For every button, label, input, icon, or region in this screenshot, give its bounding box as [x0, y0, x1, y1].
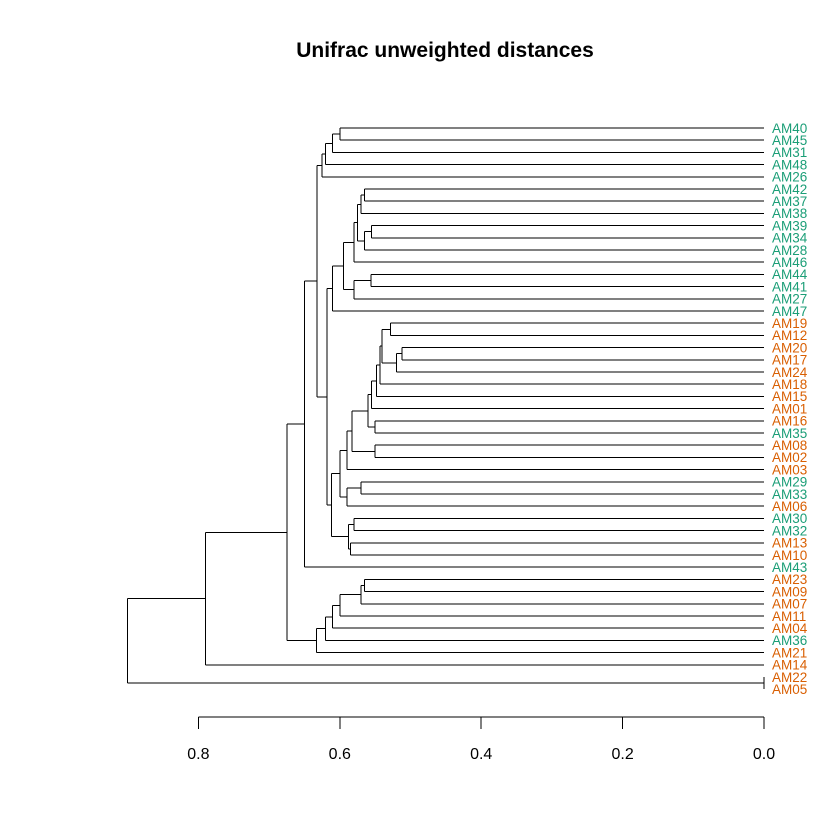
leaf-label: AM30 — [772, 511, 807, 526]
leaf-labels: AM40AM45AM31AM48AM26AM42AM37AM38AM39AM34… — [772, 121, 808, 697]
leaf-label: AM21 — [772, 645, 807, 660]
leaf-label: AM32 — [772, 523, 807, 538]
leaf-label: AM20 — [772, 340, 807, 355]
leaf-label: AM02 — [772, 450, 807, 465]
leaf-label: AM27 — [772, 292, 807, 307]
leaf-label: AM15 — [772, 389, 807, 404]
leaf-label: AM46 — [772, 255, 807, 270]
leaf-label: AM17 — [772, 353, 807, 368]
x-axis: 0.8 0.6 0.4 0.2 0.0 — [187, 716, 775, 763]
leaf-label: AM14 — [772, 658, 808, 673]
leaf-label: AM41 — [772, 279, 807, 294]
leaf-label: AM28 — [772, 243, 807, 258]
leaf-label: AM09 — [772, 584, 807, 599]
leaf-label: AM44 — [772, 267, 808, 282]
leaf-label: AM11 — [772, 609, 806, 624]
leaf-label: AM04 — [772, 621, 808, 636]
leaf-label: AM05 — [772, 682, 807, 697]
leaf-label: AM13 — [772, 536, 807, 551]
leaf-label: AM06 — [772, 499, 807, 514]
x-tick-label: 0.0 — [753, 746, 775, 763]
leaf-label: AM38 — [772, 206, 807, 221]
leaf-label: AM31 — [772, 145, 807, 160]
leaf-label: AM22 — [772, 670, 807, 685]
leaf-label: AM35 — [772, 426, 807, 441]
leaf-label: AM34 — [772, 231, 808, 246]
leaf-label: AM47 — [772, 304, 807, 319]
leaf-label: AM24 — [772, 365, 808, 380]
leaf-label: AM40 — [772, 121, 807, 136]
leaf-label: AM19 — [772, 316, 807, 331]
leaf-label: AM26 — [772, 170, 807, 185]
leaf-label: AM07 — [772, 597, 807, 612]
leaf-label: AM03 — [772, 462, 807, 477]
leaf-label: AM48 — [772, 157, 807, 172]
x-tick-label: 0.8 — [187, 746, 209, 763]
leaf-label: AM08 — [772, 438, 807, 453]
leaf-label: AM39 — [772, 218, 807, 233]
x-tick-label: 0.6 — [329, 746, 351, 763]
leaf-label: AM45 — [772, 133, 807, 148]
x-tick-label: 0.2 — [611, 746, 633, 763]
chart-title: Unifrac unweighted distances — [296, 39, 594, 62]
leaf-label: AM18 — [772, 377, 807, 392]
leaf-label: AM36 — [772, 633, 807, 648]
leaf-label: AM23 — [772, 572, 807, 587]
leaf-label: AM01 — [772, 401, 807, 416]
leaf-label: AM12 — [772, 328, 807, 343]
leaf-label: AM37 — [772, 194, 807, 209]
x-tick-label: 0.4 — [470, 746, 492, 763]
leaf-label: AM10 — [772, 548, 807, 563]
dendrogram-branches — [127, 127, 765, 690]
leaf-label: AM16 — [772, 414, 807, 429]
leaf-label: AM33 — [772, 487, 807, 502]
leaf-label: AM29 — [772, 475, 807, 490]
leaf-label: AM43 — [772, 560, 807, 575]
leaf-label: AM42 — [772, 182, 807, 197]
